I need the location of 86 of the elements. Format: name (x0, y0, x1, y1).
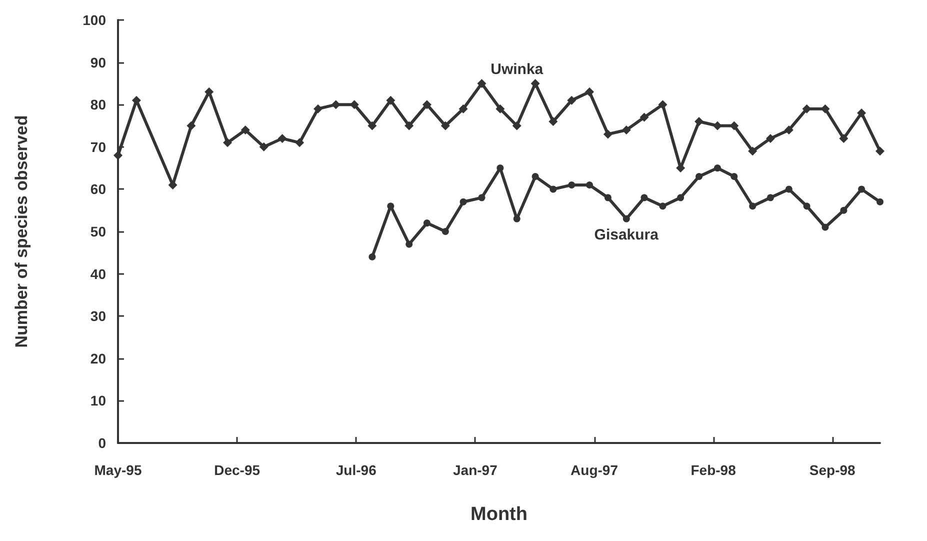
x-tick-label: Dec-95 (214, 462, 260, 478)
point (712, 121, 722, 130)
point (314, 104, 323, 114)
point (422, 100, 432, 110)
point (622, 215, 630, 222)
point (748, 146, 758, 156)
x-tick-label: May-95 (94, 462, 142, 478)
point (496, 164, 504, 172)
point (496, 104, 505, 114)
point (839, 134, 848, 143)
point (512, 121, 522, 130)
y-tick-label: 100 (82, 12, 106, 28)
point (876, 146, 884, 156)
point (331, 100, 340, 110)
x-axis-title: Month (470, 504, 528, 525)
point (640, 194, 648, 202)
point (696, 173, 703, 180)
y-tick-label: 20 (90, 350, 106, 366)
point (749, 202, 756, 210)
point (548, 117, 558, 126)
point (766, 134, 775, 143)
point (659, 202, 666, 210)
point (240, 125, 250, 134)
y-tick-label: 50 (90, 224, 106, 240)
point (658, 100, 668, 110)
point (114, 150, 122, 160)
point (387, 202, 394, 210)
point (423, 220, 430, 227)
point (840, 206, 848, 214)
y-tick-label: 60 (90, 181, 106, 198)
point (513, 215, 520, 222)
point (622, 125, 631, 134)
point (406, 240, 413, 248)
point (458, 104, 468, 114)
x-tick-label: Sep-98 (809, 462, 856, 478)
point (730, 173, 738, 180)
point (478, 194, 486, 202)
y-tick-label: 80 (90, 96, 106, 113)
y-axis-title: Number of species observed (12, 115, 31, 348)
point (550, 186, 557, 193)
y-tick-label: 30 (90, 308, 106, 324)
point (568, 181, 576, 188)
y-tick-label: 0 (98, 435, 106, 451)
point (278, 134, 287, 143)
point (677, 194, 684, 202)
point (766, 194, 774, 202)
x-tick-label: Jan-97 (453, 462, 498, 478)
point (640, 112, 649, 122)
point (186, 121, 196, 130)
x-tick-label: Jul-96 (336, 462, 377, 478)
point (386, 96, 396, 105)
point (295, 138, 304, 148)
point (784, 125, 794, 134)
point (822, 224, 829, 231)
point (442, 228, 449, 235)
y-tick-label: 40 (90, 266, 106, 282)
point (603, 130, 612, 139)
point (368, 253, 376, 260)
point (714, 164, 721, 172)
y-tick-label: 70 (90, 138, 106, 155)
point (785, 186, 792, 193)
point (440, 121, 450, 130)
series-label: Gisakura (594, 226, 660, 244)
point (532, 173, 539, 180)
point (368, 121, 377, 130)
point (876, 198, 884, 206)
point (223, 138, 232, 148)
series-label: Uwinka (490, 60, 544, 78)
point (803, 202, 810, 210)
point (604, 194, 612, 202)
point (460, 198, 467, 206)
point (204, 87, 214, 96)
point (584, 87, 594, 96)
y-tick-label: 90 (90, 54, 106, 70)
point (858, 186, 866, 193)
point (567, 96, 576, 105)
point (530, 78, 540, 88)
point (259, 142, 268, 152)
y-tick-label: 10 (90, 392, 106, 409)
x-tick-label: Feb-98 (690, 462, 736, 478)
point (477, 78, 486, 88)
point (857, 108, 866, 118)
x-tick-label: Aug-97 (570, 462, 618, 478)
point (586, 181, 593, 188)
point (694, 117, 704, 126)
point (404, 121, 414, 130)
